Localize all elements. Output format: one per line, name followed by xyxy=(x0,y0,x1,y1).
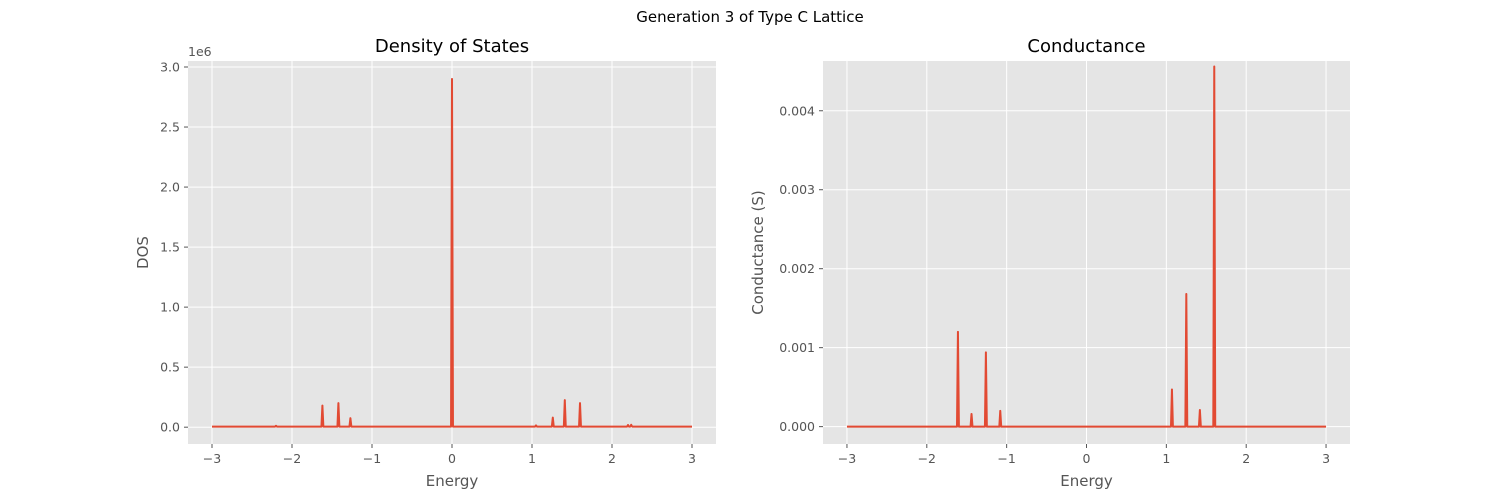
peak-point xyxy=(552,416,554,419)
y-tick-label: 2.5 xyxy=(160,120,180,135)
x-tick-label: 1 xyxy=(1162,451,1170,466)
y-tick-label: 0.5 xyxy=(160,360,180,375)
peak-point xyxy=(1199,409,1201,411)
y-offset-label: 1e6 xyxy=(188,44,212,59)
y-tick-label: 0.001 xyxy=(779,340,815,355)
x-tick-label: −1 xyxy=(363,451,381,466)
peak-point xyxy=(627,424,629,426)
y-tick-label: 1.5 xyxy=(160,240,180,255)
x-tick-label: −3 xyxy=(838,451,856,466)
conductance-panel: −3 −2 −1 0 1 2 3 0.000 0.001 0.002 0.003 0.004 Condu… xyxy=(749,36,1350,490)
x-tick-label: −2 xyxy=(918,451,936,466)
peak-point xyxy=(564,399,566,401)
peak-point xyxy=(337,402,340,404)
x-tick-label: 3 xyxy=(1322,451,1330,466)
y-tick-label: 0.003 xyxy=(779,182,815,197)
series-line xyxy=(846,65,1327,428)
peak-point xyxy=(579,402,581,404)
y-axis-label: Conductance (S) xyxy=(749,190,767,314)
y-tick-label: 0.000 xyxy=(779,419,815,434)
peak-point xyxy=(957,331,959,333)
y-tick-label: 3.0 xyxy=(160,60,180,75)
peak-point xyxy=(985,351,987,354)
y-tick-label: 0.002 xyxy=(779,261,815,276)
panel-title: Conductance xyxy=(1027,36,1145,57)
peak-point xyxy=(1171,388,1173,391)
x-tick-label: −3 xyxy=(203,451,221,466)
y-axis-label: DOS xyxy=(134,236,152,269)
x-tick-label: −1 xyxy=(997,451,1015,466)
peak-point xyxy=(535,424,537,427)
peak-point xyxy=(275,424,277,427)
x-tick-label: 2 xyxy=(608,451,616,466)
peak-point xyxy=(1213,65,1216,68)
x-tick-label: 2 xyxy=(1242,451,1250,466)
x-tick-label: 1 xyxy=(528,451,536,466)
x-tick-label: 0 xyxy=(448,451,456,466)
dos-panel: −3 −2 −1 0 1 2 3 0.0 0.5 1.0 1.5 2.0 2.5 3.0 Density o… xyxy=(134,36,716,490)
gridlines xyxy=(823,61,1350,444)
peak-point xyxy=(451,78,453,80)
peak-point xyxy=(321,404,324,407)
peak-point xyxy=(970,413,973,415)
peak-point xyxy=(1185,293,1188,295)
peak-point xyxy=(630,423,632,426)
panel-title: Density of States xyxy=(375,36,529,57)
y-tick-label: 0.0 xyxy=(160,420,180,435)
x-axis-label: Energy xyxy=(426,472,479,490)
y-tick-label: 0.004 xyxy=(779,103,815,118)
x-tick-label: −2 xyxy=(283,451,301,466)
peak-point xyxy=(999,410,1002,412)
y-tick-label: 1.0 xyxy=(160,300,180,315)
figure-suptitle: Generation 3 of Type C Lattice xyxy=(636,8,863,26)
y-tick-label: 2.0 xyxy=(160,180,180,195)
x-tick-label: 3 xyxy=(688,451,696,466)
x-axis-label: Energy xyxy=(1060,472,1113,490)
peak-point xyxy=(349,417,352,419)
x-tick-label: 0 xyxy=(1083,451,1091,466)
